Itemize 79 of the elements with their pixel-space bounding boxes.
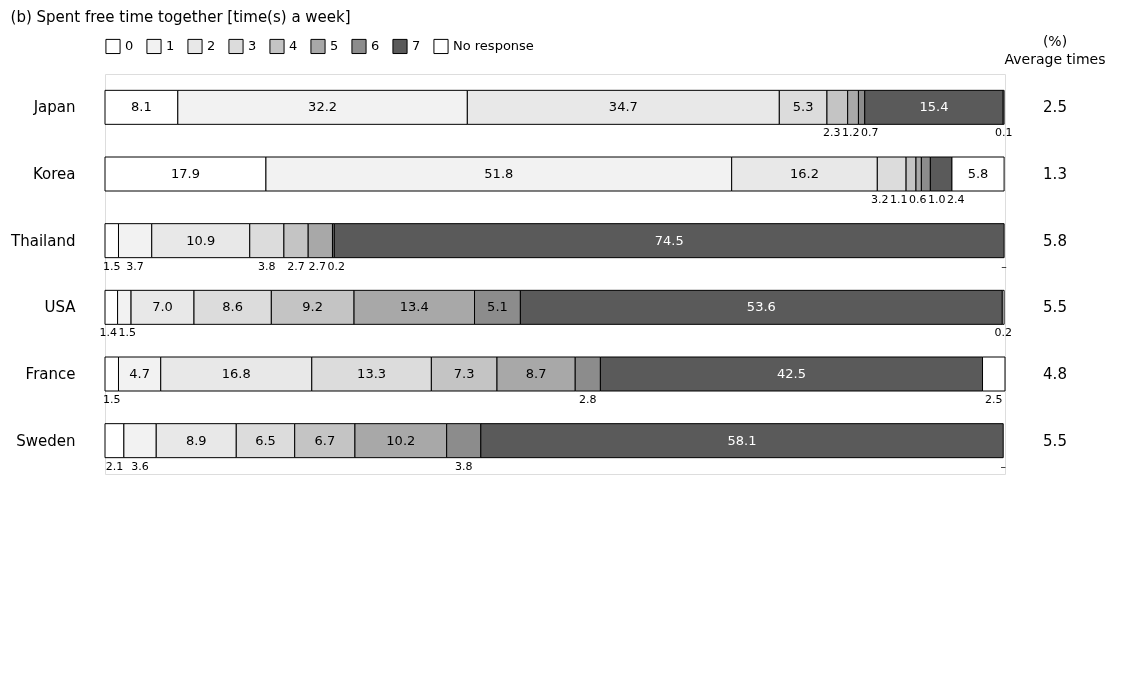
chart-title: (b) Spent free time together [time(s) a week]	[10, 8, 351, 26]
data-label: 2.5	[985, 393, 1003, 406]
data-label: 1.4	[99, 326, 118, 340]
data-label: 5.3	[792, 99, 814, 115]
bar	[333, 223, 1005, 259]
legend-label: 1	[166, 38, 175, 54]
data-label: 6.7	[314, 432, 336, 448]
text: 2.5	[1043, 98, 1067, 117]
data-label: 2.4	[946, 193, 965, 206]
legend-label: No response	[453, 38, 534, 54]
data-label: 17.9	[170, 166, 200, 181]
data-label: 15.4	[919, 99, 949, 115]
data-label: 34.7	[608, 99, 638, 115]
data-label: 8.6	[222, 299, 244, 315]
data-label: 8.7	[525, 366, 547, 381]
y-tick-label: Sweden	[16, 431, 76, 450]
data-label: 13.4	[399, 299, 429, 315]
data-label: 10.2	[386, 432, 416, 448]
data-label: 3.7	[126, 259, 144, 273]
data-label: 51.8	[484, 166, 514, 181]
data-label: 74.5	[654, 232, 684, 248]
y-tick-label: Korea	[32, 165, 76, 183]
legend-label: 2	[207, 38, 216, 54]
data-label: 1.1	[889, 193, 908, 206]
legend-label: 5	[330, 38, 339, 54]
data-label: 0.1	[994, 126, 1013, 140]
data-label: 7.0	[152, 299, 173, 315]
data-label: 10.9	[186, 232, 216, 248]
data-label: 4.7	[129, 366, 150, 381]
legend-label: 7	[412, 38, 421, 54]
data-label: 9.2	[302, 299, 324, 315]
data-label: 0.2	[327, 259, 346, 273]
text: –	[1000, 459, 1006, 473]
data-label: 3.6	[131, 459, 149, 473]
y-tick-label: France	[25, 365, 76, 383]
data-label: 16.2	[790, 166, 819, 181]
data-label: 8.1	[131, 99, 152, 115]
data-label: 2.1	[105, 459, 124, 473]
data-label: 42.5	[776, 366, 806, 381]
data-label: 2.7	[287, 259, 305, 273]
data-label: 16.8	[221, 366, 251, 381]
data-label: 8.9	[185, 432, 207, 448]
y-tick-label: Japan	[32, 98, 76, 117]
data-label: 1.2	[841, 126, 860, 140]
text: Average times	[1004, 51, 1106, 67]
text: –	[1001, 259, 1007, 273]
data-label: 3.2	[870, 193, 889, 206]
data-label: 0.6	[908, 193, 927, 206]
data-label: 32.2	[308, 99, 338, 115]
data-label: 7.3	[453, 366, 475, 381]
data-label: 53.6	[746, 299, 776, 315]
legend-label: 6	[371, 38, 380, 54]
data-label: 5.8	[967, 166, 989, 181]
text: 1.3	[1043, 165, 1067, 183]
y-tick-label: USA	[44, 298, 77, 317]
text: 5.8	[1043, 231, 1067, 250]
data-label: 2.8	[579, 393, 597, 406]
data-label: 0.2	[994, 326, 1012, 340]
data-label: 13.3	[357, 366, 387, 381]
legend-label: 0	[125, 38, 134, 54]
data-label: 58.1	[727, 432, 757, 448]
text: 5.5	[1043, 298, 1067, 317]
data-label: 2.3	[822, 126, 841, 140]
legend-label: 4	[289, 38, 298, 54]
text: (%)	[1042, 33, 1068, 49]
data-label: 1.0	[927, 193, 946, 206]
data-label: 5.1	[487, 299, 508, 315]
data-label: 6.5	[255, 432, 276, 448]
data-label: 1.5	[102, 259, 121, 273]
y-tick-label: Thailand	[10, 231, 76, 250]
text: 4.8	[1043, 365, 1067, 383]
data-label: 2.7	[308, 259, 327, 273]
data-label: 3.8	[258, 259, 276, 273]
data-label: 1.5	[102, 393, 121, 406]
data-label: 3.8	[454, 459, 473, 473]
data-label: 0.7	[860, 126, 879, 140]
legend-label: 3	[248, 38, 257, 54]
data-label: 1.5	[118, 326, 137, 340]
text: 5.5	[1043, 431, 1067, 450]
